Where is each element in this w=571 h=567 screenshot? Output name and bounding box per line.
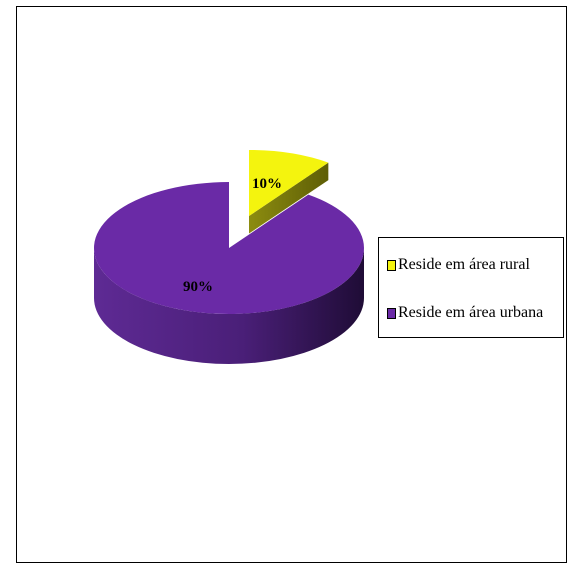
slice-rural-top	[249, 150, 329, 216]
slice-urban	[93, 182, 364, 364]
legend-swatch-urban	[387, 307, 396, 319]
legend-item-rural: Reside em área rural	[387, 256, 530, 274]
data-label-rural: 10%	[252, 176, 282, 192]
legend-item-urban: Reside em área urbana	[387, 304, 543, 322]
slice-urban-side	[94, 248, 364, 364]
legend: Reside em área rural Reside em área urba…	[378, 237, 564, 338]
slice-rural-side	[249, 162, 329, 234]
legend-swatch-rural	[387, 259, 396, 271]
legend-label-rural: Reside em área rural	[398, 256, 530, 273]
slice-rural	[249, 150, 329, 234]
data-label-urban: 90%	[183, 279, 213, 295]
legend-label-urban: Reside em área urbana	[398, 304, 544, 321]
slice-urban-top	[93, 182, 364, 314]
